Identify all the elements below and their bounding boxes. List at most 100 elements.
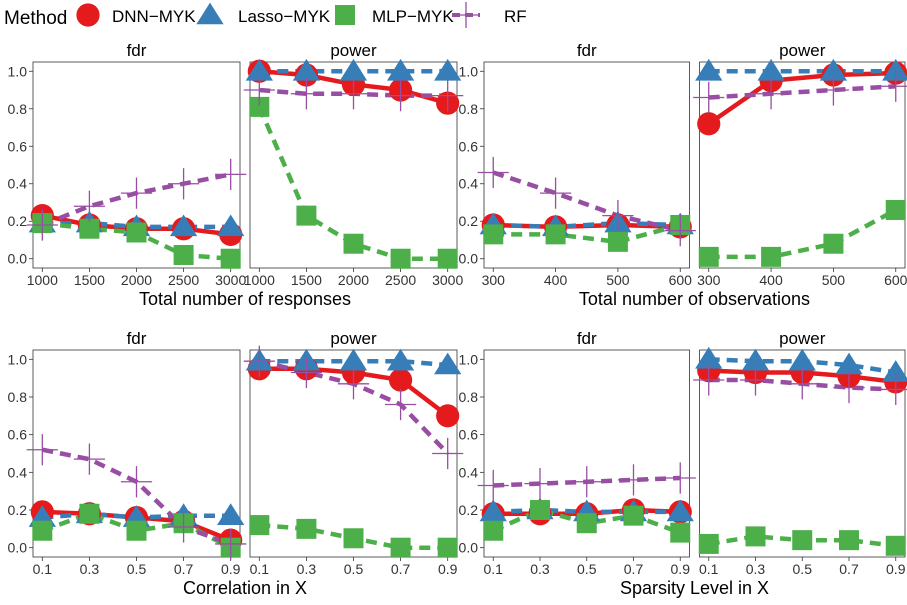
data-point-plus <box>215 158 247 190</box>
panel-fdr: fdr 0.0 0.2 0.4 0.6 0.8 1.0 0.1 0.3 0.5 0.7 0.9 <box>459 329 696 577</box>
data-point-square <box>390 537 411 558</box>
data-point-square <box>437 248 458 269</box>
legend-title: Method <box>4 8 67 29</box>
y-tick-label: 0.4 <box>459 176 479 192</box>
x-tick-label: 0.3 <box>530 561 550 577</box>
legend-label: RF <box>504 7 527 26</box>
panel-frame <box>483 61 690 269</box>
y-tick-label: 0.6 <box>459 427 479 443</box>
data-point-circle <box>697 112 721 136</box>
data-point-plus <box>602 200 634 232</box>
panel-power: power 1000 1500 2000 2500 3000 <box>243 41 463 288</box>
legend-item: Lasso−MYK <box>196 2 331 26</box>
data-point-triangle <box>695 346 723 369</box>
y-tick-label: 0.8 <box>8 101 28 117</box>
data-point-triangle <box>835 352 863 375</box>
series-line <box>493 220 681 230</box>
data-point-square <box>529 500 550 521</box>
data-point-triangle <box>434 58 462 81</box>
x-tick-label: 0.1 <box>484 561 504 577</box>
x-tick-label: 1500 <box>74 272 105 288</box>
plot-area: fdr 0.0 0.2 0.4 0.6 0.8 1.0 1000 1500 2000 2500 300… <box>8 41 907 598</box>
data-point-triangle <box>217 214 245 237</box>
x-tick-label: 2000 <box>338 272 369 288</box>
data-point-plus <box>337 78 370 110</box>
legend-item: DNN−MYK <box>76 3 196 27</box>
data-point-plus <box>617 464 650 496</box>
legend-item: MLP−MYK <box>335 5 454 26</box>
data-point-square <box>79 503 100 524</box>
data-point-square <box>823 233 844 254</box>
data-point-plus <box>73 443 106 475</box>
data-point-square <box>249 96 270 117</box>
data-point-square <box>792 530 813 551</box>
y-tick-label: 0.8 <box>459 101 479 117</box>
data-point-triangle <box>245 58 273 81</box>
data-point-triangle <box>169 214 198 237</box>
data-point-square <box>761 246 782 267</box>
data-point-triangle <box>882 58 907 81</box>
y-tick-label: 0.2 <box>459 213 479 229</box>
x-tick-label: 600 <box>884 272 907 288</box>
data-point-plus <box>817 74 850 106</box>
x-tick-label: 0.1 <box>33 561 53 577</box>
data-point-triangle <box>741 348 770 371</box>
legend-label: Lasso−MYK <box>238 7 331 26</box>
panel-title: power <box>330 329 377 348</box>
panel-power: power 0.1 0.3 0.5 0.7 0.9 <box>243 329 464 577</box>
panel-fdr: fdr 0.0 0.2 0.4 0.6 0.8 1.0 300 400 500 600 <box>459 41 696 288</box>
legend-key-triangle <box>196 2 224 25</box>
data-point-square <box>576 513 597 534</box>
x-tick-label: 600 <box>669 272 693 288</box>
panel-power: power 300 400 500 600 <box>693 41 907 288</box>
data-point-plus <box>693 81 725 114</box>
panel-fdr: fdr 0.0 0.2 0.4 0.6 0.8 1.0 0.1 0.3 0.5 0.7 0.9 <box>8 329 247 577</box>
data-point-plus <box>337 368 370 400</box>
y-tick-label: 1.0 <box>459 63 479 79</box>
data-point-square <box>839 530 860 551</box>
x-tick-label: 0.5 <box>577 561 597 577</box>
x-tick-label: 3000 <box>432 272 463 288</box>
y-tick-label: 0.2 <box>8 502 28 518</box>
x-tick-label: 1500 <box>291 272 322 288</box>
x-tick-label: 1000 <box>244 272 275 288</box>
data-point-triangle <box>757 58 785 81</box>
data-point-square <box>343 233 364 254</box>
panel-fdr: fdr 0.0 0.2 0.4 0.6 0.8 1.0 1000 1500 2000 2500 300… <box>8 41 247 288</box>
data-point-plus <box>539 177 572 209</box>
x-tick-label: 0.5 <box>793 561 813 577</box>
legend-key-plus <box>453 2 479 28</box>
data-point-plus <box>243 74 275 106</box>
y-tick-label: 0.2 <box>459 502 479 518</box>
data-point-plus <box>880 70 907 102</box>
legend-label: DNN−MYK <box>112 7 196 26</box>
panel-title: power <box>779 329 826 348</box>
x-axis-title: Total number of observations <box>579 289 810 309</box>
data-point-square <box>545 224 566 245</box>
data-point-plus <box>120 466 153 498</box>
panel-title: power <box>330 41 377 60</box>
x-tick-label: 0.7 <box>391 561 411 577</box>
data-point-plus <box>524 468 556 500</box>
data-point-plus <box>664 215 696 247</box>
data-point-square <box>390 248 411 269</box>
data-point-plus <box>73 190 106 222</box>
data-point-square <box>483 224 504 245</box>
data-point-plus <box>120 177 153 209</box>
data-point-square <box>220 248 241 269</box>
data-point-square <box>437 537 458 558</box>
data-point-square <box>670 522 691 543</box>
data-point-triangle <box>695 58 723 81</box>
x-tick-label: 500 <box>822 272 846 288</box>
x-tick-label: 0.9 <box>886 561 906 577</box>
y-tick-label: 0.0 <box>459 251 479 267</box>
x-tick-label: 0.3 <box>297 561 317 577</box>
data-point-triangle <box>666 499 694 522</box>
legend: Method DNN−MYK Lasso−MYK MLP−MYK RF <box>4 2 527 29</box>
data-point-plus <box>693 364 725 396</box>
y-tick-label: 0.2 <box>8 213 28 229</box>
x-tick-label: 0.7 <box>839 561 859 577</box>
data-point-square <box>745 526 766 547</box>
